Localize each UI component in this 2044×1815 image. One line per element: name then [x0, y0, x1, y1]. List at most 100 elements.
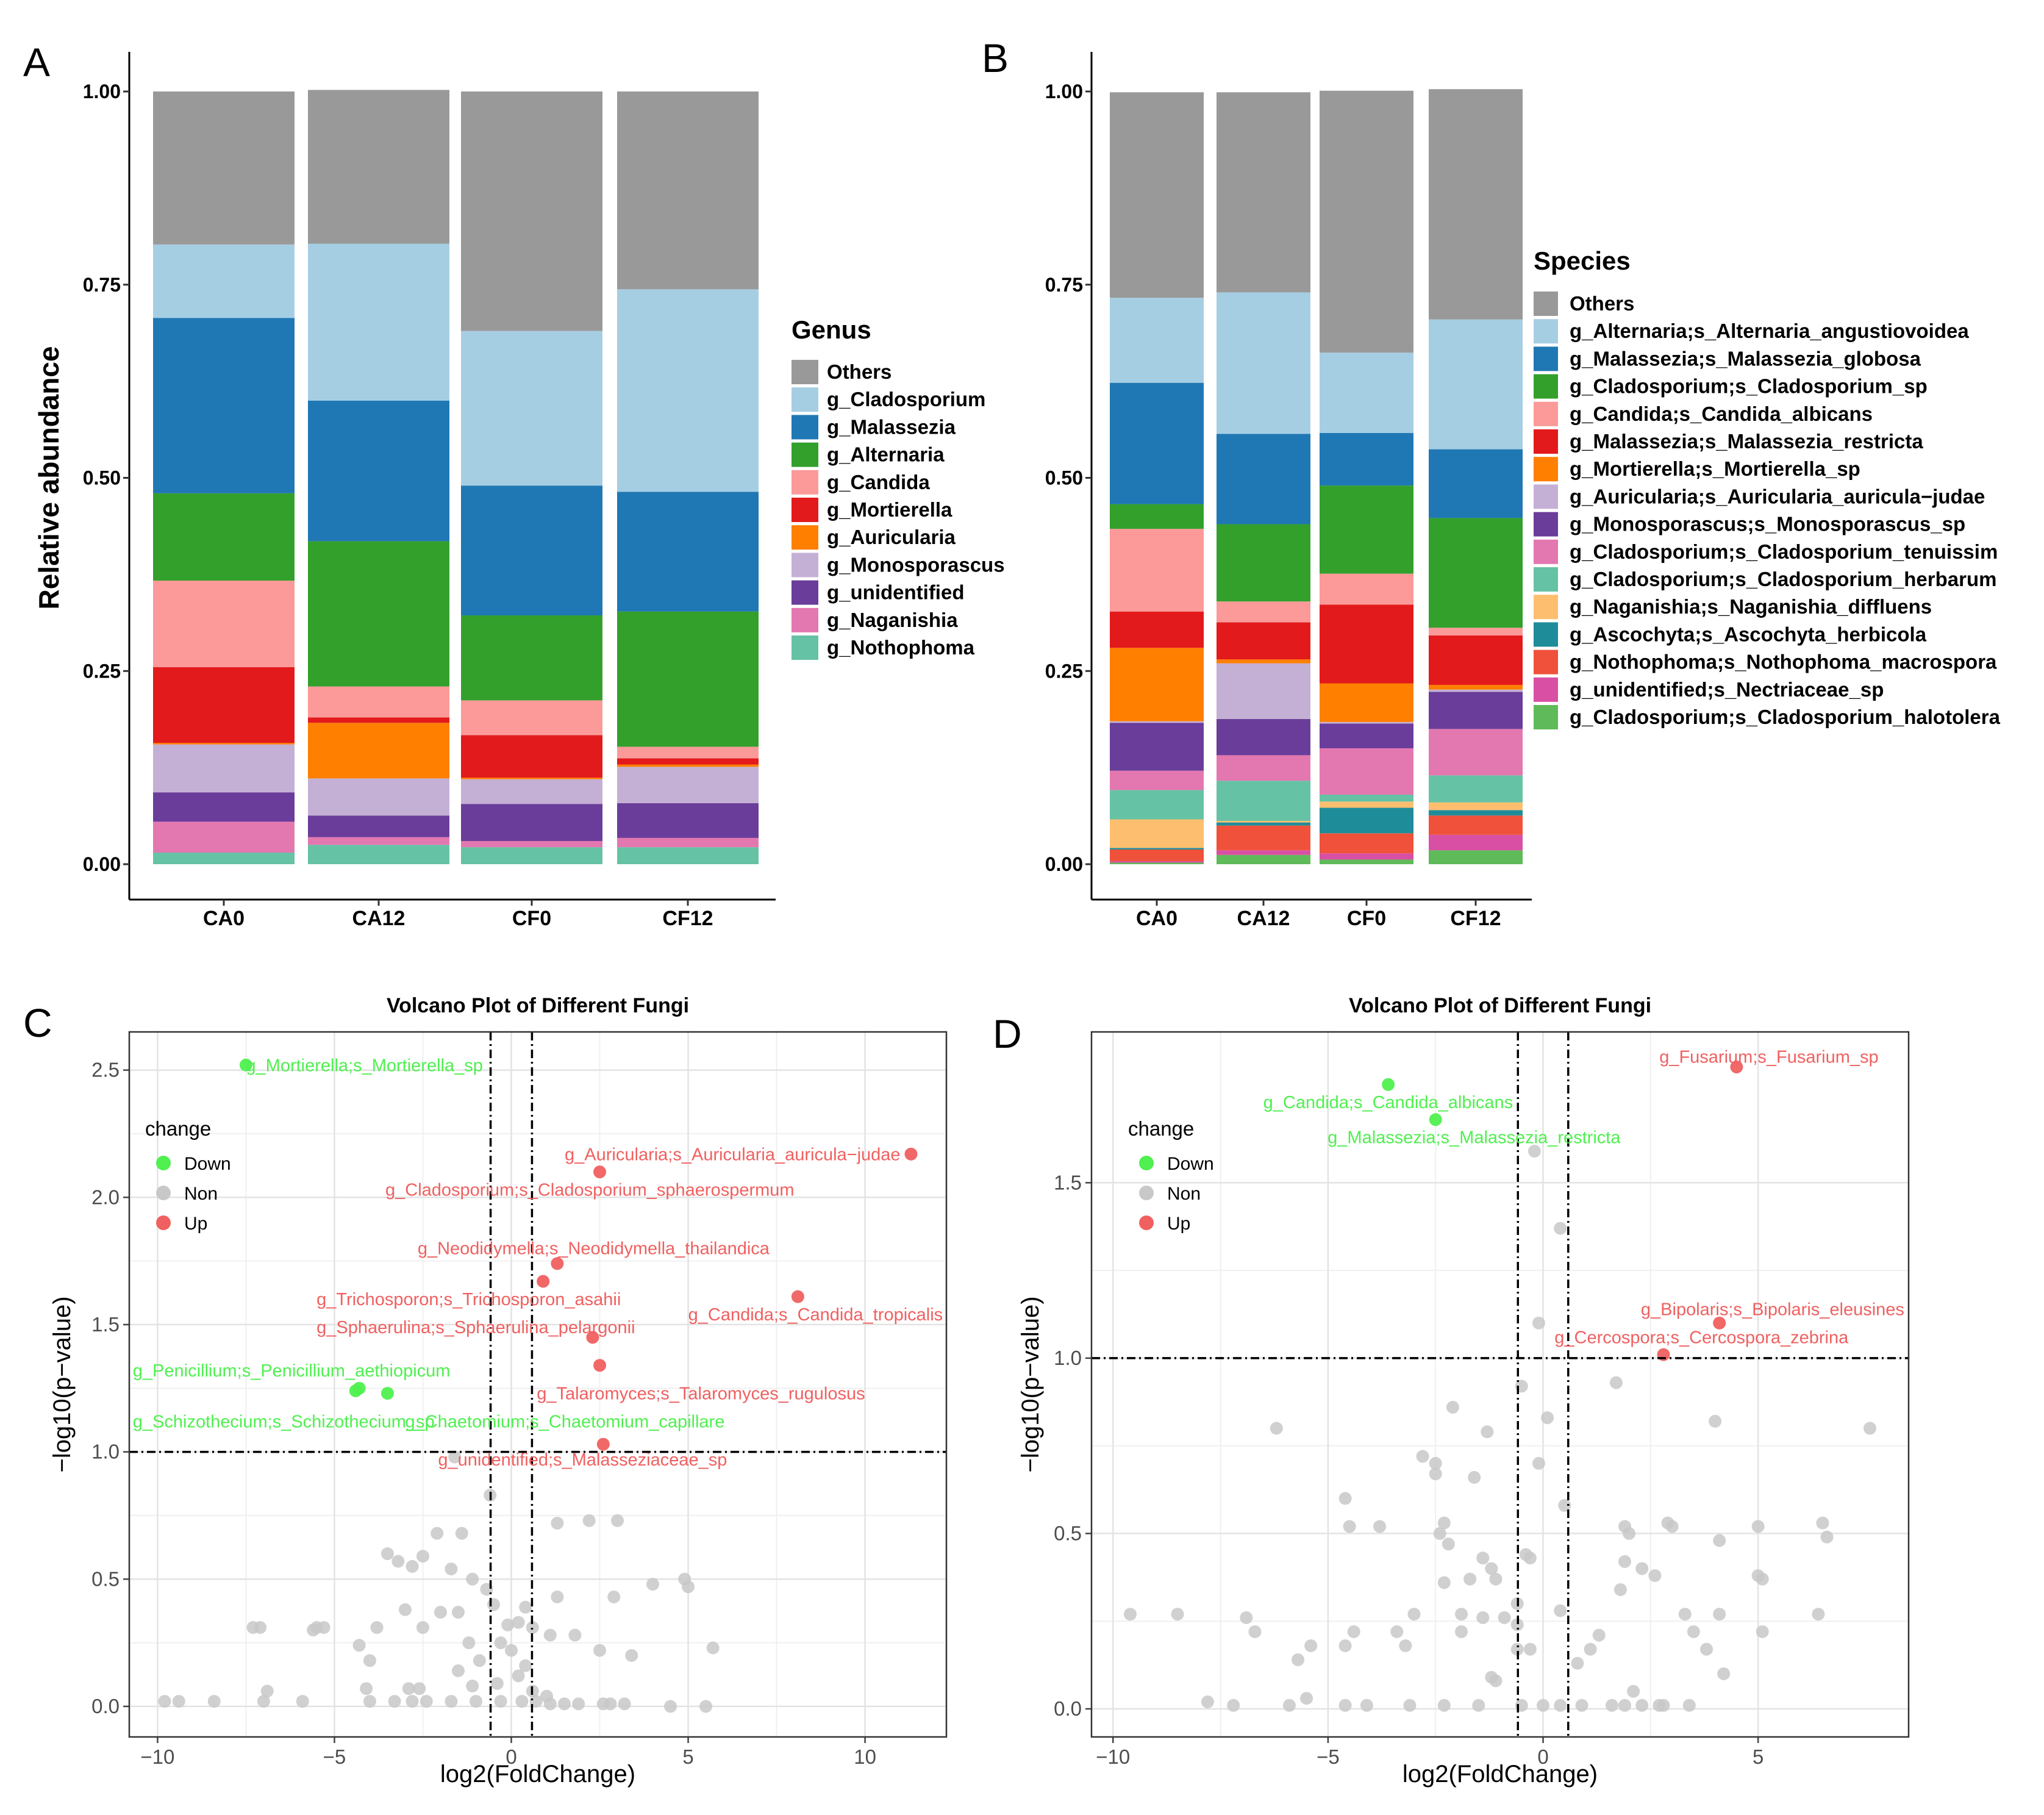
panel-c-volcano-plot: C Volcano Plot of Different Fungi −10 −5 0 5 1…: [23, 994, 948, 1788]
point-non: [398, 1603, 412, 1616]
point-down: [381, 1387, 394, 1400]
point-non: [664, 1700, 677, 1713]
point-non: [1227, 1699, 1240, 1712]
point-non: [469, 1695, 482, 1708]
x-tick-label: 0: [506, 1745, 516, 1768]
bar-segment-cf12-g-malassezia: [617, 492, 759, 612]
bar-segment-ca0-g-monosporascus: [153, 744, 295, 793]
point-non: [543, 1628, 557, 1642]
point-label: g_Penicillium;s_Penicillium_aethiopicum: [133, 1361, 451, 1381]
point-non: [462, 1636, 476, 1650]
y-tick-label: 0.25: [1045, 660, 1083, 682]
point-non: [1282, 1699, 1296, 1712]
legend-swatch: [1534, 650, 1558, 675]
bar-segment-cf12-g-cladosporium-s-cladosporium-halotolerans: [1429, 850, 1523, 864]
legend-label: Others: [1570, 292, 1634, 315]
point-non: [1510, 1618, 1524, 1631]
point-non: [519, 1659, 532, 1672]
panel-d-volcano-plot: D Volcano Plot of Different Fungi −10 −5 0 5 0…: [993, 994, 1910, 1788]
legend-label: g_Nothophoma;s_Nothophoma_macrospora: [1570, 651, 1997, 673]
bar-segment-cf0-others: [1320, 90, 1413, 353]
y-tick-label: 0.0: [91, 1695, 120, 1717]
panel-label: C: [23, 1000, 52, 1045]
bar-segment-ca0-g-candida-s-candida-albicans: [1110, 529, 1204, 612]
bar-segment-ca0-g-malassezia: [153, 318, 295, 493]
bar-segment-cf0-g-malassezia: [461, 485, 602, 616]
bar-segment-cf0-g-naganishia: [461, 840, 602, 848]
point-non: [1532, 1316, 1545, 1330]
point-non: [1558, 1498, 1571, 1512]
bar-segment-cf0-g-cladosporium-s-cladosporium-sp: [1320, 485, 1413, 574]
legend-label: g_unidentified: [827, 581, 965, 604]
point-non: [1485, 1562, 1498, 1575]
legend-label: Down: [184, 1154, 231, 1174]
point-non: [1592, 1628, 1606, 1642]
point-non: [706, 1641, 720, 1655]
bar-segment-cf12-g-naganishia-s-naganishia-diffluens: [1429, 802, 1523, 811]
bar-segment-cf12-g-naganishia: [617, 837, 759, 848]
bar-segment-ca12-g-candida-s-candida-albicans: [1217, 601, 1310, 623]
point-non: [1343, 1520, 1356, 1533]
legend-swatch: [1534, 622, 1558, 647]
legend-label: Non: [1167, 1184, 1201, 1204]
bar-segment-ca12-g-unidentified-s-nectriaceae-sp: [1217, 850, 1310, 855]
point-up: [537, 1275, 550, 1288]
bar-segment-ca12-g-naganishia-s-naganishia-diffluens: [1217, 821, 1310, 823]
legend-title: change: [145, 1117, 211, 1140]
point-non: [1532, 1456, 1545, 1470]
x-tick-label: 0: [1537, 1745, 1548, 1768]
point-non: [1635, 1699, 1649, 1712]
point-non: [1605, 1699, 1618, 1712]
x-tick-label: CA0: [203, 907, 245, 930]
legend-swatch: [1534, 567, 1558, 592]
legend-label: Non: [184, 1184, 218, 1204]
bar-segment-ca12-g-nothophoma: [308, 845, 449, 864]
point-non: [1360, 1699, 1373, 1712]
bar-segment-cf0-g-nothophoma: [461, 847, 602, 864]
point-non: [466, 1572, 479, 1586]
legend-swatch: [1534, 374, 1558, 399]
point-non: [1635, 1562, 1649, 1575]
legend-label: g_Nothophoma: [827, 636, 975, 659]
bar-segment-cf0-g-malassezia-s-malassezia-globosa: [1320, 433, 1413, 486]
x-tick-label: 5: [682, 1745, 693, 1768]
bar-segment-cf12-g-cladosporium-s-cladosporium-herbarum: [1429, 775, 1523, 803]
point-non: [473, 1654, 486, 1667]
point-non: [381, 1547, 394, 1561]
point-non: [1812, 1608, 1825, 1621]
bar-segment-cf0-g-mortierella-s-mortierella-sp: [1320, 683, 1413, 722]
legend-swatch: [1534, 539, 1558, 564]
point-non: [1609, 1376, 1623, 1389]
point-non: [1171, 1608, 1184, 1621]
point-non: [490, 1677, 504, 1690]
point-non: [1472, 1699, 1485, 1712]
point-non: [1665, 1520, 1679, 1533]
y-tick-label: 1.0: [1054, 1347, 1082, 1369]
point-non: [551, 1516, 564, 1530]
bar-segment-ca0-g-ascochyta-s-ascochyta-herbicola: [1110, 848, 1204, 850]
legend-swatch: [792, 442, 818, 467]
legend-label: g_Naganishia: [827, 609, 958, 631]
point-non: [519, 1600, 532, 1614]
bar-segment-ca12-g-alternaria-s-alternaria-angustiovoidea: [1217, 292, 1310, 434]
point-non: [512, 1616, 525, 1629]
point-non: [1437, 1576, 1451, 1589]
point-non: [406, 1559, 419, 1573]
x-tick-label: CF0: [1347, 907, 1386, 930]
bar-segment-cf12-g-cladosporium-s-cladosporium-sp: [1429, 518, 1523, 628]
legend-title: Species: [1534, 246, 1631, 275]
point-non: [172, 1695, 185, 1708]
bar-segment-cf12-g-cladosporium: [617, 289, 759, 492]
legend-swatch: [1534, 401, 1558, 426]
point-non: [618, 1697, 631, 1711]
point-non: [1756, 1572, 1769, 1586]
x-axis-title: log2(FoldChange): [440, 1761, 635, 1788]
point-non: [1498, 1611, 1511, 1624]
bar-segment-cf0-g-unidentified: [461, 804, 602, 841]
bar-segment-cf0-g-malassezia-s-malassezia-restricta: [1320, 604, 1413, 684]
bar-segment-cf0-g-naganishia-s-naganishia-diffluens: [1320, 801, 1413, 808]
point-non: [1300, 1692, 1313, 1705]
point-non: [1489, 1674, 1503, 1688]
point-non: [1554, 1604, 1567, 1617]
bar-segment-ca0-others: [153, 91, 295, 245]
